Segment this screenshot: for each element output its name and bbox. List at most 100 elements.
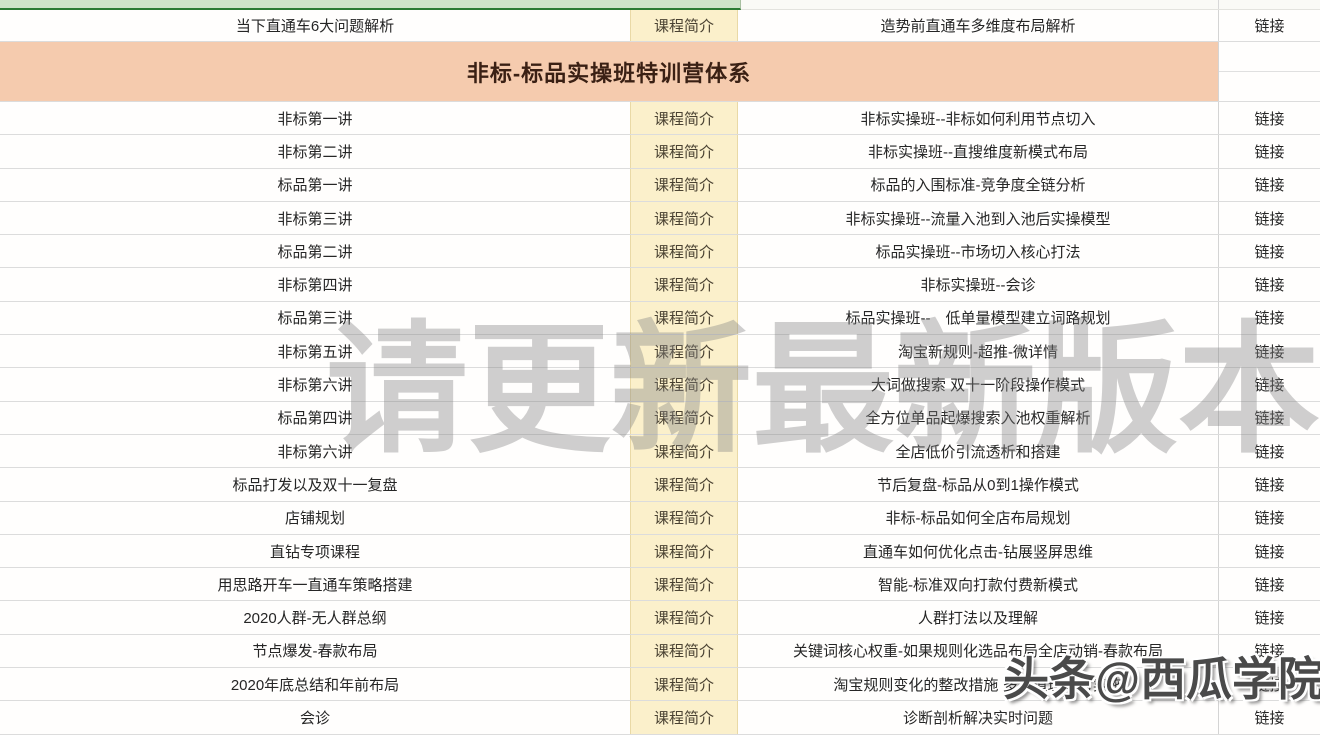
table-row: 标品第四讲 课程简介 全方位单品起爆搜索入池权重解析 链接 [0,401,1320,435]
course-desc-cell: 非标实操班--直搜维度新模式布局 [868,143,1088,161]
course-intro-cell: 课程简介 [630,235,738,268]
course-desc-cell: 标品实操班--市场切入核心打法 [875,243,1081,261]
course-title-cell: 非标第六讲 [277,377,353,395]
course-intro-cell: 课程简介 [630,501,738,534]
course-title-cell: 节点爆发-春款布局 [252,643,378,661]
table-row: 非标第六讲 课程简介 大词做搜索 双十一阶段操作模式 链接 [0,368,1320,402]
table-row: 2020年底总结和年前布局 课程简介 淘宝规则变化的整改措施 多渠道理念与实施 链接 [0,668,1320,702]
course-intro-cell: 课程简介 [630,10,738,41]
table-row: 节点爆发-春款布局 课程简介 关键词核心权重-如果规则化选品布局全店动销-春款布局 链… [0,634,1320,669]
course-link-cell[interactable]: 链接 [1218,468,1320,501]
course-desc-cell: 非标实操班--非标如何利用节点切入 [860,110,1096,128]
table-row: 标品第二讲 课程简介 标品实操班--市场切入核心打法 链接 [0,235,1320,269]
cutoff-top-row [0,0,1320,10]
course-link-cell[interactable]: 链接 [1218,368,1320,401]
banner-link-column-gap [1218,42,1320,101]
table-row: 非标第一讲 课程简介 非标实操班--非标如何利用节点切入 链接 [0,102,1320,136]
course-title-cell: 非标第三讲 [277,210,353,228]
course-link-cell[interactable]: 链接 [1218,201,1320,235]
course-intro-cell: 课程简介 [630,668,738,701]
table-row: 非标第五讲 课程简介 淘宝新规则-超推-微详情 链接 [0,335,1320,369]
course-link-cell[interactable]: 链接 [1218,401,1320,434]
course-title-cell: 直钻专项课程 [269,543,360,561]
course-intro-cell: 课程简介 [630,301,738,335]
course-desc-cell: 关键词核心权重-如果规则化选品布局全店动销-春款布局 [793,643,1163,661]
course-title-cell: 会诊 [299,709,330,727]
course-link-cell[interactable]: 链接 [1218,301,1320,335]
course-title-cell: 2020年底总结和年前布局 [230,676,400,694]
table-row: 非标第四讲 课程简介 非标实操班--会诊 链接 [0,268,1320,302]
cutoff-white-cell [741,0,1320,10]
course-desc-cell: 标品实操班-- 低单量模型建立词路规划 [845,310,1111,328]
course-title-cell: 标品第二讲 [277,243,353,261]
course-desc-cell: 全方位单品起爆搜索入池权重解析 [865,410,1091,428]
course-title-cell: 非标第二讲 [277,143,353,161]
course-desc-cell: 淘宝新规则-超推-微详情 [898,343,1058,361]
course-intro-cell: 课程简介 [630,201,738,235]
course-link-cell[interactable]: 链接 [1218,102,1320,135]
course-title-cell: 标品第三讲 [277,310,353,328]
table-row: 2020人群-无人群总纲 课程简介 人群打法以及理解 链接 [0,601,1320,635]
course-link-cell[interactable]: 链接 [1218,634,1320,668]
course-title-cell: 用思路开车一直通车策略搭建 [217,576,413,594]
course-title-cell: 店铺规划 [284,510,345,528]
course-table: 当下直通车6大问题解析 课程简介 造势前直通车多维度布局解析 链接 非标-标品实操班特… [0,10,1320,735]
course-intro-cell: 课程简介 [630,534,738,568]
course-intro-cell: 课程简介 [630,102,738,135]
course-intro-cell: 课程简介 [630,368,738,401]
table-row: 非标第三讲 课程简介 非标实操班--流量入池到入池后实操模型 链接 [0,201,1320,236]
course-title-cell: 标品打发以及双十一复盘 [232,476,398,494]
course-desc-cell: 智能-标准双向打款付费新模式 [878,576,1078,594]
course-desc-cell: 造势前直通车多维度布局解析 [880,18,1076,35]
course-title-cell: 非标第六讲 [277,443,353,461]
course-link-cell[interactable]: 链接 [1218,135,1320,168]
course-desc-cell: 标品的入围标准-竞争度全链分析 [870,177,1086,195]
table-row: 直钻专项课程 课程简介 直通车如何优化点击-钻展竖屏思维 链接 [0,534,1320,569]
course-desc-cell: 非标实操班--会诊 [920,277,1036,295]
course-title-cell: 2020人群-无人群总纲 [243,610,387,628]
course-desc-cell: 诊断剖析解决实时问题 [902,709,1053,727]
course-desc-cell: 人群打法以及理解 [917,610,1038,628]
course-link-cell[interactable]: 链接 [1218,434,1320,468]
table-row: 标品打发以及双十一复盘 课程简介 节后复盘-标品从0到1操作模式 链接 [0,468,1320,502]
course-link-cell[interactable]: 链接 [1218,268,1320,301]
course-link-cell[interactable]: 链接 [1218,235,1320,268]
table-row: 用思路开车一直通车策略搭建 课程简介 智能-标准双向打款付费新模式 链接 [0,568,1320,602]
course-intro-cell: 课程简介 [630,601,738,634]
course-intro-cell: 课程简介 [630,568,738,601]
course-desc-cell: 直通车如何优化点击-钻展竖屏思维 [863,543,1093,561]
course-intro-cell: 课程简介 [630,135,738,168]
course-title-cell: 非标第四讲 [277,277,353,295]
course-link-cell[interactable]: 链接 [1218,10,1320,41]
course-link-cell[interactable]: 链接 [1218,335,1320,368]
banner-title: 非标-标品实操班特训营体系 [0,42,1218,101]
course-link-cell[interactable]: 链接 [1218,601,1320,634]
course-desc-cell: 全店低价引流透析和搭建 [895,443,1061,461]
course-desc-cell: 大词做搜索 双十一阶段操作模式 [870,377,1086,395]
course-intro-cell: 课程简介 [630,634,738,668]
course-desc-cell: 节后复盘-标品从0到1操作模式 [877,476,1079,494]
table-row: 会诊 课程简介 诊断剖析解决实时问题 链接 [0,701,1320,735]
table-row: 标品第一讲 课程简介 标品的入围标准-竞争度全链分析 链接 [0,168,1320,202]
course-link-cell[interactable]: 链接 [1218,668,1320,701]
course-link-cell[interactable]: 链接 [1218,568,1320,601]
table-row: 店铺规划 课程简介 非标-标品如何全店布局规划 链接 [0,501,1320,535]
course-title-cell: 非标第一讲 [277,110,353,128]
banner-row: 非标-标品实操班特训营体系 [0,42,1320,102]
table-row: 非标第六讲 课程简介 全店低价引流透析和搭建 链接 [0,434,1320,469]
course-intro-cell: 课程简介 [630,701,738,734]
course-link-cell[interactable]: 链接 [1218,534,1320,568]
course-desc-cell: 非标-标品如何全店布局规划 [885,510,1071,528]
course-intro-cell: 课程简介 [630,335,738,368]
course-link-cell[interactable]: 链接 [1218,168,1320,201]
course-intro-cell: 课程简介 [630,468,738,501]
course-intro-cell: 课程简介 [630,168,738,201]
course-title-cell: 标品第一讲 [277,177,353,195]
course-link-cell[interactable]: 链接 [1218,701,1320,734]
course-title-cell: 当下直通车6大问题解析 [235,18,395,35]
course-intro-cell: 课程简介 [630,401,738,434]
course-desc-cell: 非标实操班--流量入池到入池后实操模型 [845,210,1111,228]
course-link-cell[interactable]: 链接 [1218,501,1320,534]
table-row: 当下直通车6大问题解析 课程简介 造势前直通车多维度布局解析 链接 [0,10,1320,42]
